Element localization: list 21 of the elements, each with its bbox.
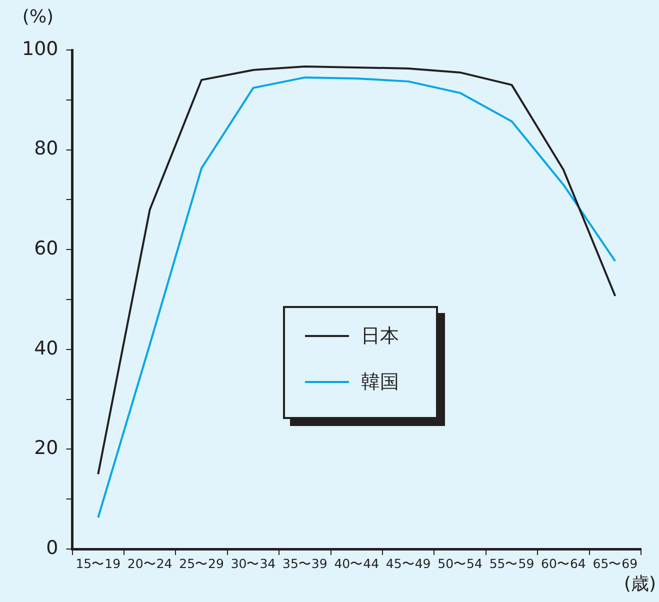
x-tick-label: 15〜19 [76,556,121,571]
x-tick-label: 65〜69 [592,556,638,571]
x-axis-title: (歳) [624,574,656,595]
x-tick-label: 40〜44 [334,556,380,571]
y-tick-label: 40 [34,337,58,360]
x-tick-label: 60〜64 [541,556,586,571]
y-tick-label: 0 [46,536,58,559]
y-tick-label: 20 [34,437,58,460]
legend-label: 韓国 [361,370,399,395]
x-tick-label: 25〜29 [179,556,224,571]
legend-label: 日本 [361,324,399,349]
x-tick-label: 20〜24 [127,556,172,571]
x-tick-label: 55〜59 [489,556,534,571]
x-tick-label: 45〜49 [386,556,431,571]
y-axis-title: (%) [22,6,54,28]
x-tick-label: 30〜34 [230,556,276,571]
y-tick-label: 60 [34,238,58,260]
x-tick-label: 50〜54 [438,556,482,571]
y-tick-label: 80 [34,138,58,160]
x-tick-label: 35〜39 [282,556,328,571]
y-tick-label: 100 [22,38,58,60]
